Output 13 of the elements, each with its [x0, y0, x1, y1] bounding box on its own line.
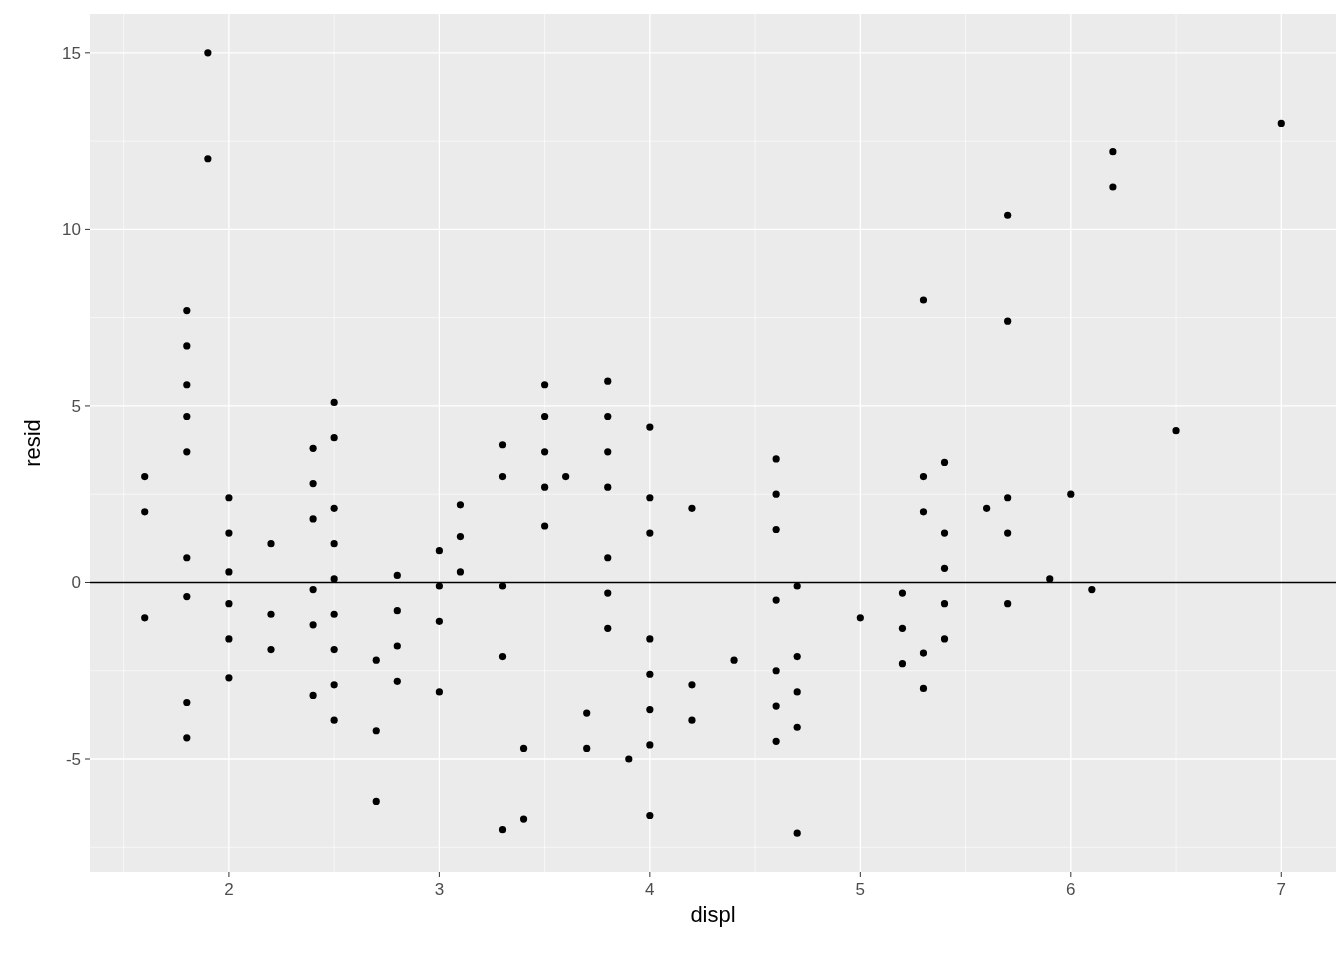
- x-tick-label: 3: [434, 880, 445, 899]
- y-tick-label: 0: [71, 573, 81, 593]
- x-tick-label: 4: [645, 880, 655, 899]
- x-tick-label: 2: [224, 880, 234, 899]
- x-axis-title: displ: [690, 902, 736, 927]
- x-tick-label: 5: [855, 880, 866, 899]
- y-tick-label: 15: [62, 43, 81, 63]
- y-axis-title: resid: [20, 419, 45, 467]
- x-tick-label: 7: [1276, 880, 1287, 899]
- y-tick-label: -5: [65, 749, 81, 769]
- y-tick-label: 10: [62, 220, 81, 240]
- y-tick-label: 5: [71, 396, 81, 416]
- x-tick-label: 6: [1066, 880, 1076, 899]
